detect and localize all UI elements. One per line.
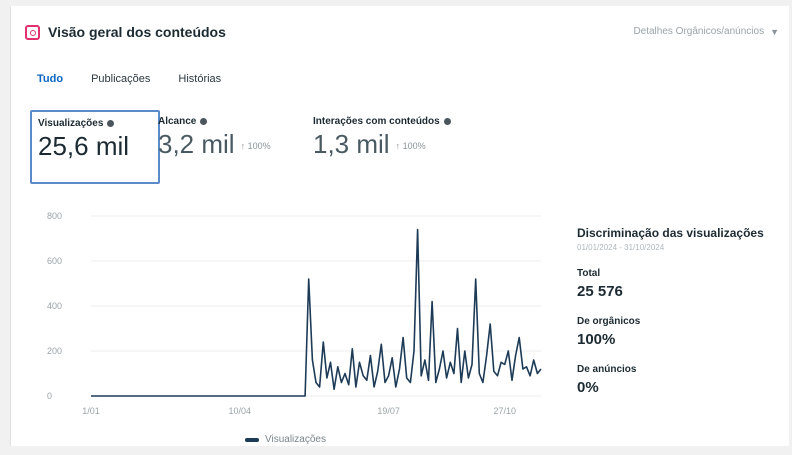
metric-views[interactable]: Visualizações 25,6 mil	[30, 110, 160, 184]
card-title: Visão geral dos conteúdos	[48, 24, 226, 40]
metric-reach[interactable]: Alcance 3,2 mil ↑ 100%	[152, 110, 277, 186]
breakdown-organic-value: 100%	[577, 331, 616, 348]
metric-views-value: 25,6 mil	[38, 131, 130, 161]
breakdown-total-value: 25 576	[577, 283, 623, 300]
chart-legend: Visualizações	[245, 434, 326, 445]
y-tick-label: 0	[47, 391, 52, 401]
legend-label: Visualizações	[265, 434, 326, 445]
info-icon[interactable]	[443, 118, 451, 125]
details-label: Detalhes Orgânicos/anúncios	[633, 26, 765, 37]
metric-reach-value-row: 3,2 mil ↑ 100%	[158, 129, 271, 160]
metric-views-label-row: Visualizações	[38, 118, 152, 129]
legend-swatch	[245, 437, 259, 442]
content-overview-card: Visão geral dos conteúdos Detalhes Orgân…	[10, 6, 789, 446]
breakdown-total-label: Total	[577, 268, 601, 279]
breakdown-date-range: 01/01/2024 - 31/10/2024	[577, 243, 665, 252]
metric-interactions-label: Interações com conteúdos	[313, 116, 440, 127]
x-tick-label: 10/04	[229, 406, 252, 416]
y-tick-label: 200	[47, 346, 62, 356]
metric-reach-value: 3,2 mil	[158, 129, 235, 159]
metric-interactions-label-row: Interações com conteúdos	[313, 116, 451, 127]
metric-interactions-value-row: 1,3 mil ↑ 100%	[313, 129, 451, 160]
series-line-visualizacoes	[91, 228, 542, 397]
views-line-chart: 0 200 400 600 800 1/01 10/04 19/07 27/10	[47, 211, 542, 416]
views-breakdown: Discriminação das visualizações 01/01/20…	[577, 226, 787, 396]
y-tick-label: 600	[47, 256, 62, 266]
metric-views-label: Visualizações	[38, 118, 104, 129]
breakdown-ads-value: 0%	[577, 379, 599, 396]
metric-interactions-change: ↑ 100%	[395, 141, 426, 152]
tab-all[interactable]: Tudo	[37, 73, 64, 85]
info-icon[interactable]	[107, 120, 115, 127]
metric-reach-change: ↑ 100%	[240, 141, 271, 152]
breakdown-ads-label: De anúncios	[577, 364, 637, 375]
chevron-down-icon: ▼	[770, 26, 779, 37]
y-tick-label: 400	[47, 301, 62, 311]
card-header: Visão geral dos conteúdos	[25, 24, 226, 40]
breakdown-organic-label: De orgânicos	[577, 316, 641, 327]
metric-reach-label-row: Alcance	[158, 116, 271, 127]
details-dropdown[interactable]: Detalhes Orgânicos/anúncios ▼	[633, 26, 779, 37]
y-tick-label: 800	[47, 211, 62, 221]
info-icon[interactable]	[200, 118, 208, 125]
metric-reach-label: Alcance	[158, 116, 197, 127]
breakdown-title: Discriminação das visualizações	[577, 226, 764, 240]
tab-stories[interactable]: Histórias	[178, 73, 222, 85]
x-tick-label: 27/10	[493, 406, 516, 416]
metric-interactions[interactable]: Interações com conteúdos 1,3 mil ↑ 100%	[307, 110, 457, 186]
x-tick-label: 19/07	[377, 406, 400, 416]
metric-interactions-value: 1,3 mil	[313, 129, 390, 159]
instagram-icon	[25, 24, 40, 40]
x-tick-label: 1/01	[82, 406, 100, 416]
tab-posts[interactable]: Publicações	[91, 73, 151, 85]
content-tabs: Tudo Publicações Histórias	[37, 73, 221, 85]
